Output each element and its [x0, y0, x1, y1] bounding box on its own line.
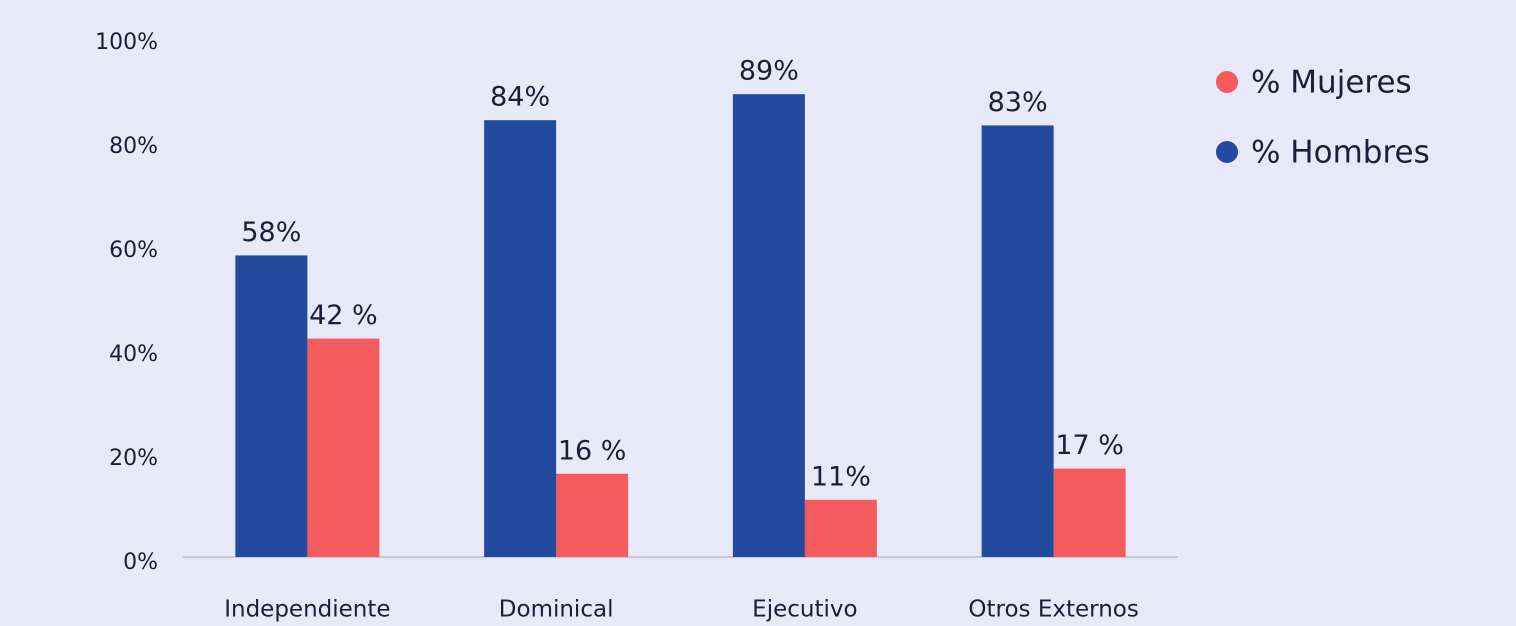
- y-tick-label: 100%: [95, 30, 158, 55]
- bar: [804, 499, 877, 557]
- legend-marker: [1216, 141, 1238, 163]
- value-label: 89%: [739, 56, 799, 87]
- x-tick-label: Independiente: [224, 597, 390, 623]
- legend-label: % Mujeres: [1251, 65, 1412, 101]
- y-tick-label: 20%: [109, 446, 158, 471]
- bar: [556, 473, 629, 557]
- value-label: 11%: [811, 461, 871, 492]
- value-label: 17 %: [1055, 430, 1124, 461]
- x-tick-label: Ejecutivo: [752, 597, 857, 623]
- x-tick-label: Otros Externos: [968, 597, 1138, 623]
- y-tick-label: 80%: [109, 134, 158, 159]
- bar: [732, 94, 805, 557]
- value-label: 58%: [241, 217, 301, 248]
- x-tick-label: Dominical: [499, 597, 614, 623]
- legend-label: % Hombres: [1251, 135, 1430, 171]
- y-tick-label: 60%: [109, 238, 158, 263]
- legend-marker: [1216, 71, 1238, 93]
- y-tick-label: 0%: [123, 550, 158, 575]
- value-label: 42 %: [309, 300, 378, 331]
- bar: [235, 255, 308, 557]
- bar: [981, 125, 1054, 558]
- bar: [1053, 468, 1126, 557]
- bar: [484, 120, 557, 557]
- value-label: 84%: [490, 82, 550, 113]
- y-tick-label: 40%: [109, 342, 158, 367]
- value-label: 83%: [988, 87, 1048, 118]
- bar: [307, 338, 380, 557]
- value-label: 16 %: [558, 435, 627, 466]
